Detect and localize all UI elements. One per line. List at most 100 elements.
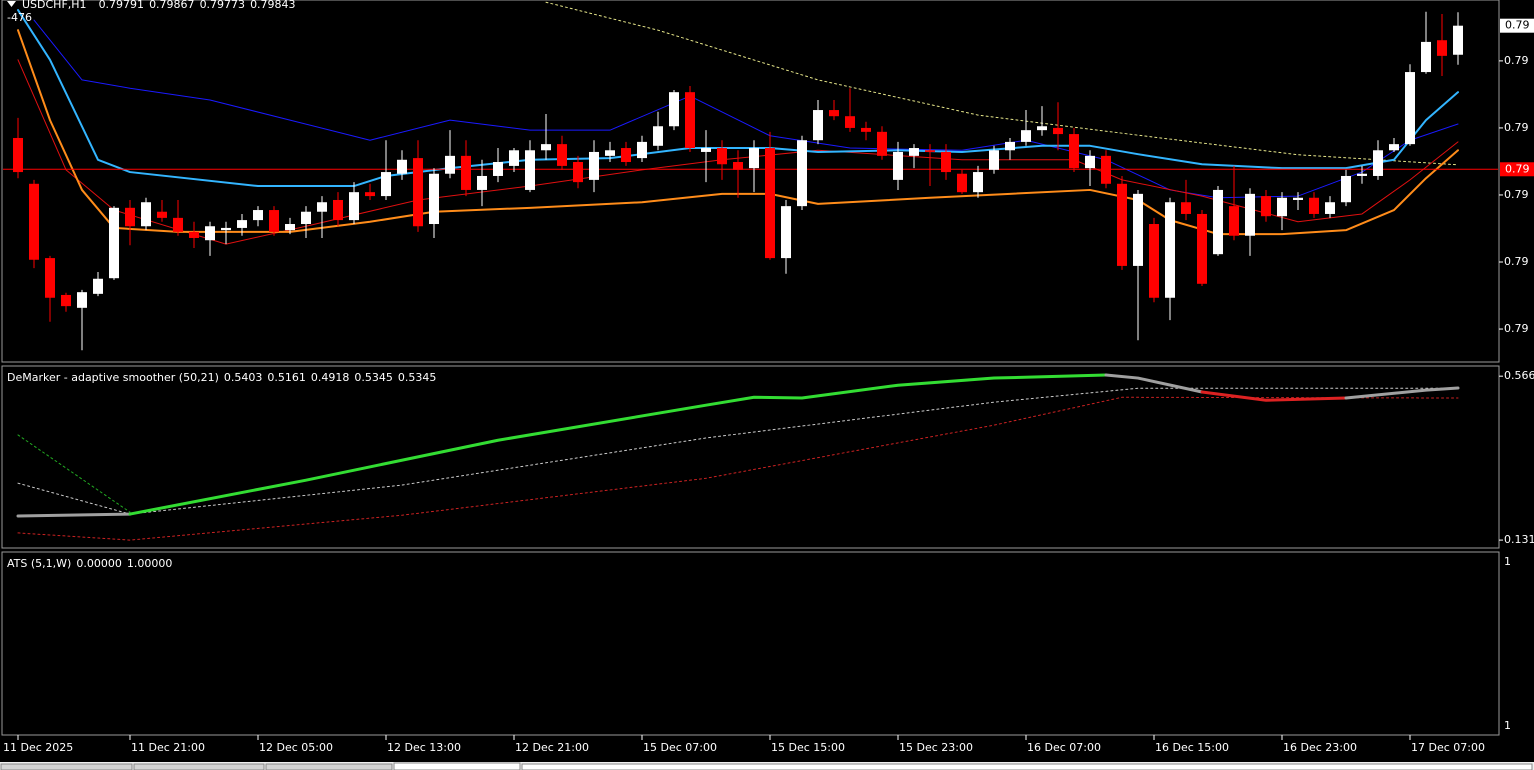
candle-body (173, 217, 183, 232)
candle-body (861, 127, 871, 132)
candle-body (77, 292, 87, 308)
candle-body (93, 278, 103, 294)
candle-body (1149, 224, 1159, 298)
price-label: 0.79 (1505, 19, 1530, 32)
candle-body (1213, 189, 1223, 255)
buffer-value: 0.5161 (267, 371, 306, 384)
candle-body (701, 148, 711, 152)
tab-strip (0, 762, 1534, 770)
candle-body (1389, 144, 1399, 151)
candle-body (749, 148, 759, 169)
candle-body (957, 173, 967, 193)
candle-body (909, 148, 919, 156)
x-tick-label: 15 Dec 23:00 (899, 741, 973, 754)
candle-body (557, 144, 567, 166)
demarker-pane (1, 365, 1500, 549)
candle-body (669, 92, 679, 127)
tab-scroll-area (521, 763, 1533, 770)
candle-body (349, 192, 359, 221)
candle-body (1053, 127, 1063, 135)
indicator-line (17, 9, 1459, 188)
y-tick-label: 0.566 (1504, 369, 1534, 382)
candle-body (397, 159, 407, 174)
candle-body (1005, 141, 1015, 151)
candle-body (1325, 202, 1335, 214)
y-tick-label: 1 (1504, 555, 1511, 568)
candle-body (1245, 193, 1255, 236)
candle-body (141, 202, 151, 227)
candle-body (253, 210, 263, 221)
candle-body (445, 155, 455, 174)
y-tick-label: 0.79 (1504, 54, 1529, 67)
candle-body (1101, 155, 1111, 184)
candle-body (509, 150, 519, 166)
pane-title: DeMarker - adaptive smoother (50,21) 0.54… (7, 371, 436, 384)
tab[interactable] (133, 763, 265, 770)
candle-body (157, 211, 167, 218)
tab[interactable] (265, 763, 393, 770)
indicator-line (17, 29, 1459, 236)
tab-active[interactable] (393, 762, 521, 770)
candle-body (461, 155, 471, 190)
price-label: 0.79 (1505, 162, 1530, 175)
candle-body (989, 150, 999, 170)
candle-body (317, 202, 327, 212)
candle-body (1357, 173, 1367, 176)
pane-title: USDCHF,H1 0.79791 0.79867 0.79773 0.79843 (22, 0, 296, 11)
candle-body (109, 207, 119, 279)
candle-body (797, 140, 807, 207)
candle-body (653, 126, 663, 146)
candle-body (221, 227, 231, 231)
candle-body (1021, 130, 1031, 142)
x-tick-label: 12 Dec 13:00 (387, 741, 461, 754)
candle-body (717, 148, 727, 165)
pane-title: ATS (5,1,W) 0.00000 1.00000 (7, 557, 172, 570)
candle-body (205, 226, 215, 241)
candle-body (1277, 197, 1287, 217)
candle-body (1453, 25, 1463, 55)
buffer-value: 0.00000 (76, 557, 122, 570)
candle-body (877, 131, 887, 156)
indicator-line (17, 396, 1459, 541)
pane-subtitle: -476 (7, 11, 32, 24)
candle-body (125, 207, 135, 227)
indicator-line (1104, 373, 1204, 394)
x-tick-label: 16 Dec 23:00 (1283, 741, 1357, 754)
candle-body (1037, 126, 1047, 131)
candle-body (1181, 202, 1191, 214)
price-label-box (1500, 18, 1534, 33)
candle-body (61, 294, 71, 307)
x-tick-label: 17 Dec 07:00 (1411, 741, 1485, 754)
candle-body (1117, 183, 1127, 266)
candle-body (333, 199, 343, 221)
buffer-value: 1.00000 (127, 557, 173, 570)
price-label-box (1500, 162, 1534, 177)
x-tick-label: 16 Dec 15:00 (1155, 741, 1229, 754)
ohlc-value: 0.79867 (149, 0, 195, 11)
candle-body (781, 206, 791, 259)
buffer-value: 0.5345 (398, 371, 437, 384)
indicator-name: ATS (5,1,W) (7, 557, 71, 570)
candle-body (765, 148, 775, 259)
ohlc-value: 0.79843 (250, 0, 296, 11)
candle-body (1405, 72, 1415, 145)
menu-triangle[interactable] (7, 1, 16, 7)
tab[interactable] (0, 763, 133, 770)
candle-body (541, 144, 551, 151)
candle-body (893, 151, 903, 180)
pane-marks (16, 373, 1460, 541)
x-tick-label: 15 Dec 07:00 (643, 741, 717, 754)
candle-body (413, 158, 423, 227)
candle-body (621, 148, 631, 163)
candle-body (1421, 41, 1431, 73)
candle-body (1229, 206, 1239, 236)
candle-body (1197, 213, 1207, 284)
candle-body (1133, 193, 1143, 266)
x-tick-label: 12 Dec 21:00 (515, 741, 589, 754)
candle-body (365, 192, 375, 197)
ohlc-value: 0.79773 (200, 0, 246, 11)
candle-body (381, 172, 391, 197)
candle-body (1069, 134, 1079, 169)
